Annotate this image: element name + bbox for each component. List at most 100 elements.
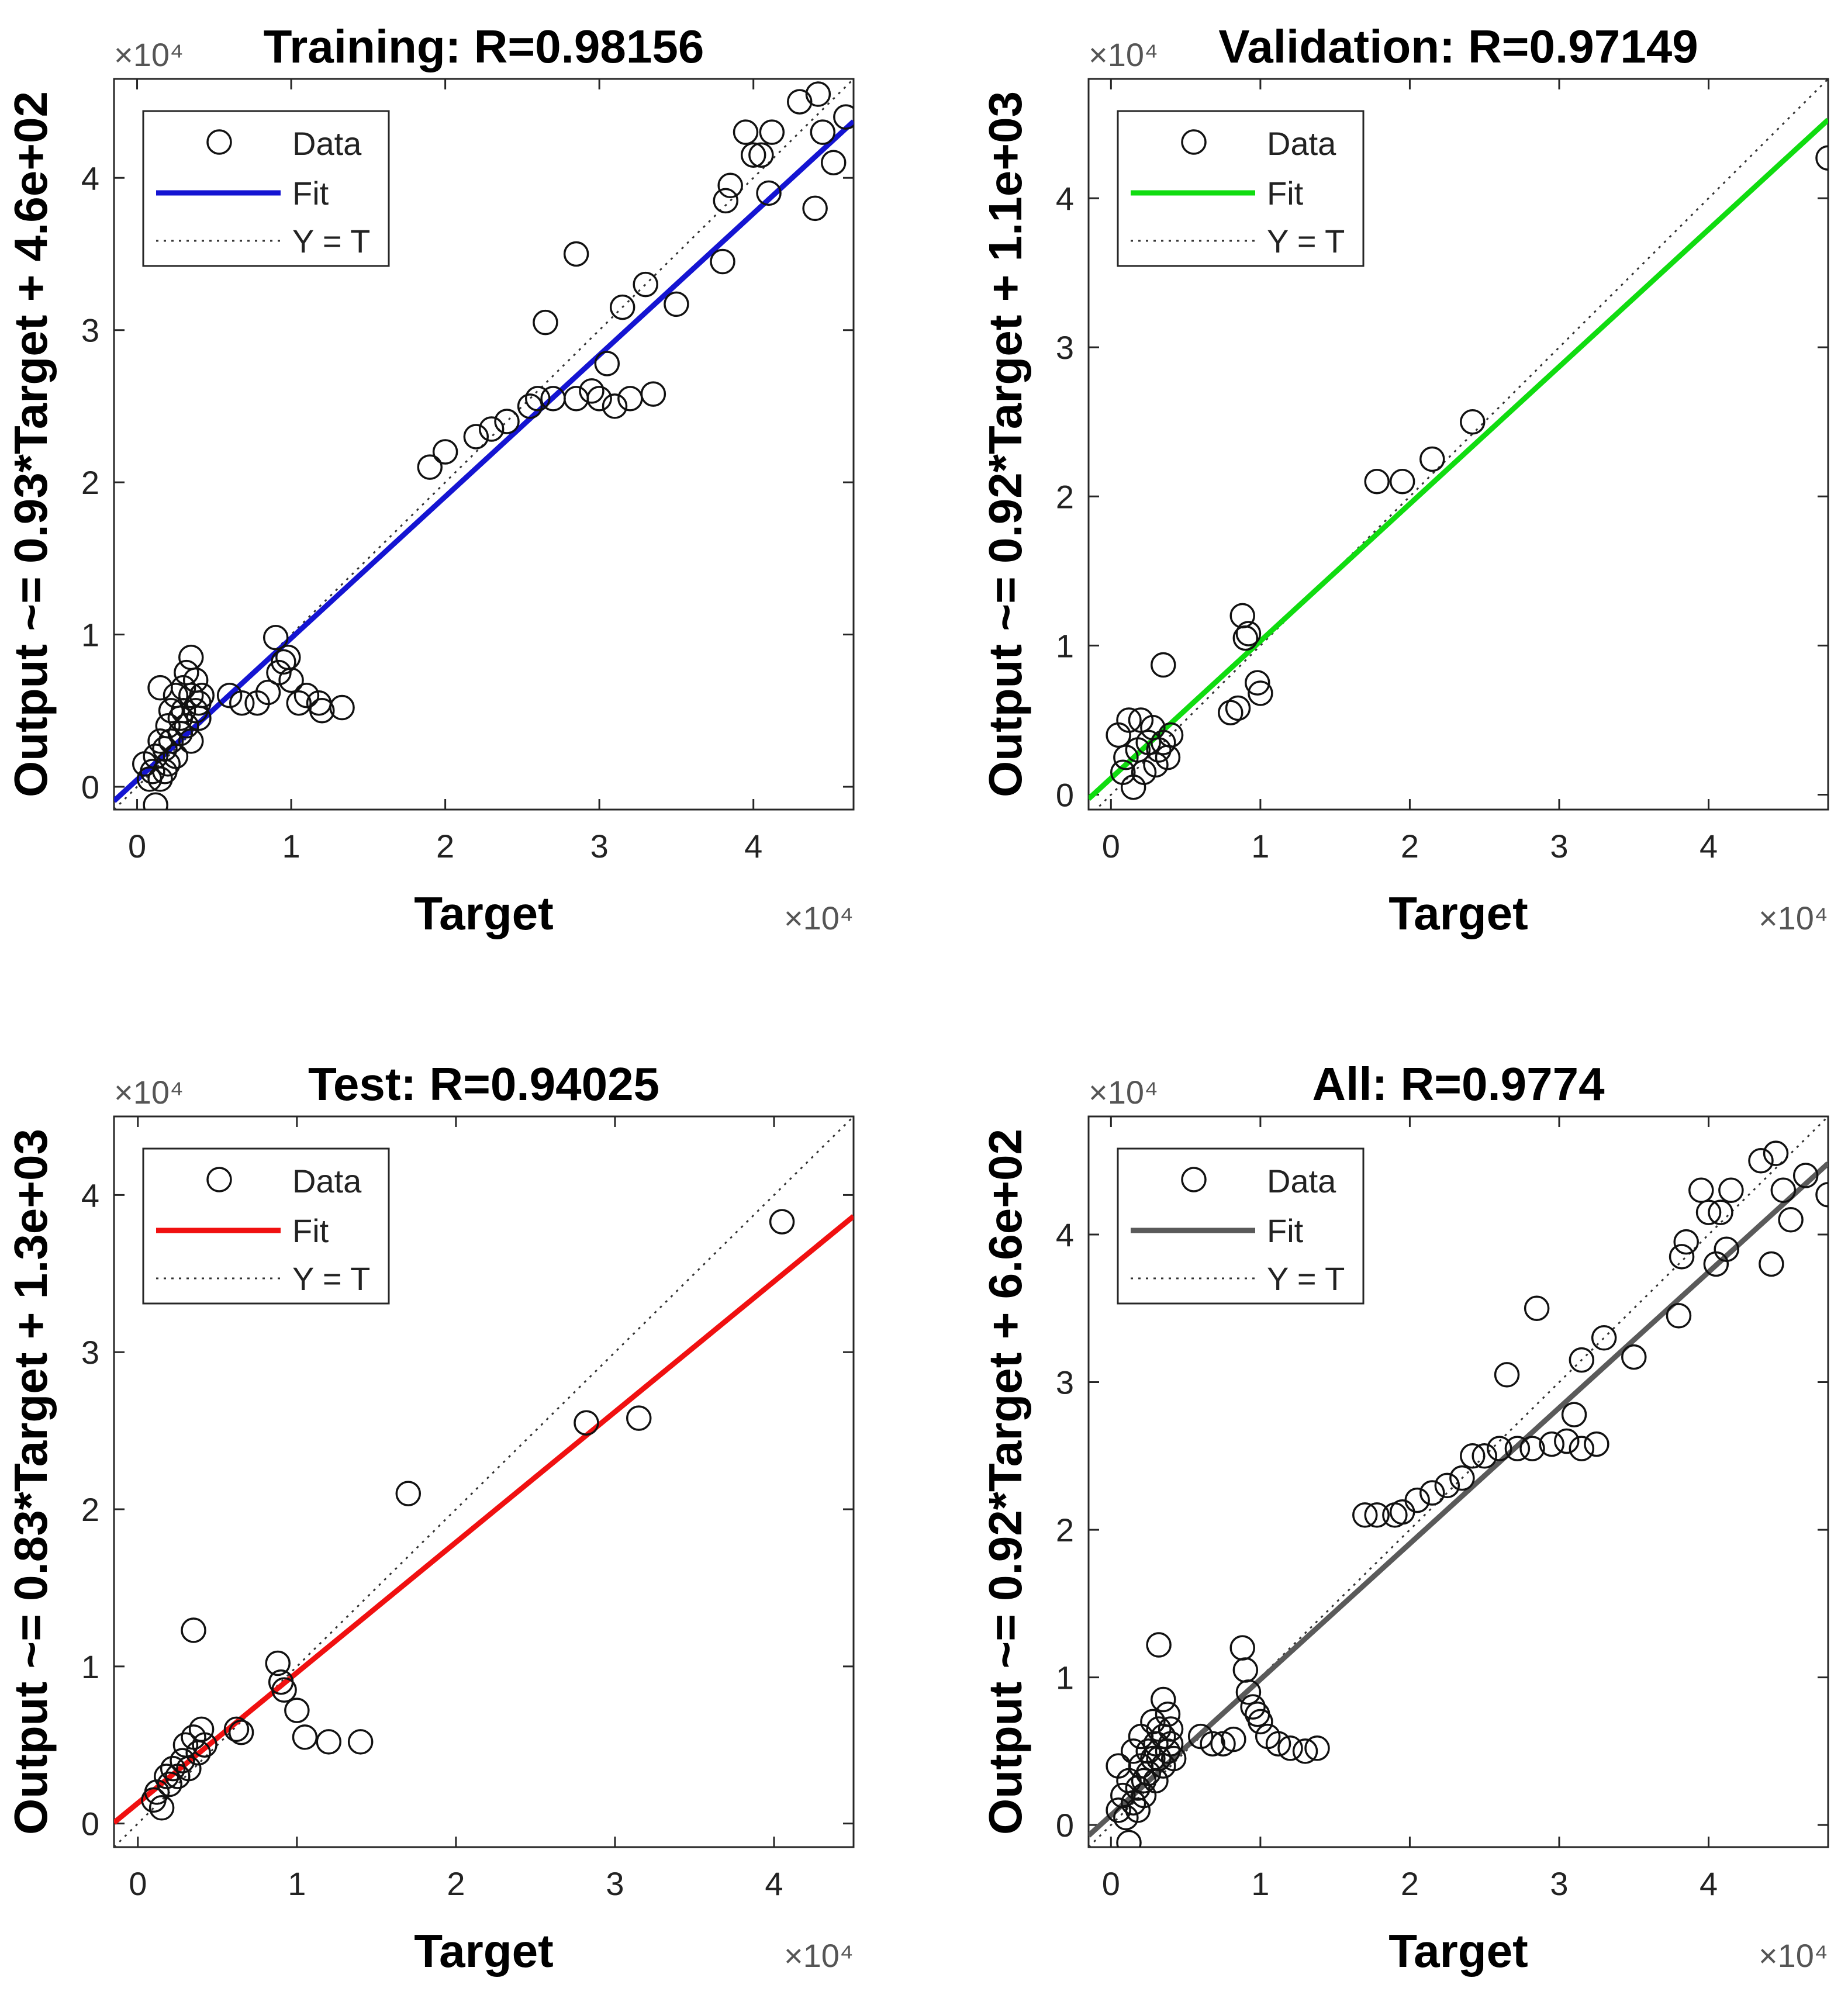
all-data-point: [1240, 1694, 1266, 1720]
test-legend: Data Fit Y = T: [142, 1147, 390, 1305]
all-data-point: [1125, 1797, 1151, 1823]
test-ytick-label: 1: [81, 1648, 99, 1685]
training-data-point: [293, 682, 320, 708]
test-data-point: [626, 1405, 652, 1431]
all-data-point: [1673, 1229, 1699, 1255]
validation-xtick-label: 3: [1550, 828, 1568, 865]
validation-data-point: [1364, 469, 1390, 495]
validation-ytick-label: 4: [1056, 180, 1074, 217]
all-legend-label: Fit: [1267, 1212, 1304, 1249]
validation-legend: Data Fit Y = T: [1117, 110, 1365, 267]
training-data-point: [147, 675, 173, 701]
test-data-point: [228, 1720, 254, 1745]
training-data-point: [805, 81, 831, 107]
training-data-point: [802, 195, 828, 222]
training-data-point: [140, 759, 165, 784]
training-xtick-label: 3: [590, 828, 609, 865]
test-xtick-label: 3: [606, 1865, 624, 1902]
training-data-point: [756, 180, 782, 206]
training-data-point: [309, 697, 335, 724]
test-plot-area: [114, 1116, 854, 1847]
all-data-point: [1116, 1830, 1142, 1847]
training-legend-box: [142, 110, 390, 267]
all-data-point: [1621, 1344, 1647, 1370]
test-data-point: [223, 1716, 250, 1742]
all-data-point: [1748, 1148, 1774, 1174]
training-data-point: [158, 728, 184, 754]
test-data-point: [160, 1755, 186, 1782]
test-legend-label: Data: [292, 1163, 362, 1199]
test-ytick-label: 3: [81, 1334, 99, 1371]
test-data-point: [316, 1729, 342, 1755]
all-data-point: [1221, 1726, 1246, 1752]
training-legend-label: Fit: [292, 175, 329, 212]
training-data-point: [713, 188, 739, 214]
all-data-point: [1200, 1731, 1225, 1757]
test-data-point: [176, 1755, 202, 1782]
validation-data-point: [1235, 621, 1262, 646]
all-data-point: [1364, 1502, 1390, 1528]
all-data-point: [1666, 1303, 1692, 1329]
all-legend-label: Y = T: [1267, 1260, 1345, 1297]
all-xtick-label: 1: [1251, 1865, 1269, 1902]
validation-y-multiplier: ×10⁴: [1089, 36, 1158, 73]
training-data-point: [579, 378, 605, 404]
validation-legend-label: Data: [1267, 125, 1336, 162]
all-data-point: [1792, 1163, 1819, 1188]
all-data-point: [1131, 1768, 1157, 1794]
test-legend-label: Fit: [292, 1212, 329, 1249]
test-xlabel: Target: [414, 1925, 554, 1977]
all-data-point: [1155, 1701, 1181, 1727]
all-data-point: [1770, 1177, 1797, 1204]
training-data-point: [810, 119, 836, 145]
all-data-point: [1778, 1207, 1804, 1233]
test-title: Test: R=0.94025: [308, 1058, 659, 1110]
training-ytick-label: 3: [81, 312, 99, 349]
all-legend-label: Data: [1267, 1163, 1336, 1199]
all-data-point: [1352, 1502, 1378, 1528]
all-xtick-label: 0: [1102, 1865, 1120, 1902]
all-data-point: [1235, 1679, 1262, 1705]
all-x-multiplier: ×10⁴: [1759, 1937, 1828, 1974]
training-data-point: [787, 89, 813, 115]
training-data-point: [286, 690, 312, 716]
validation-legend-data-marker: [1181, 129, 1207, 155]
validation-legend-label: Fit: [1267, 175, 1304, 212]
training-data-point: [733, 119, 759, 145]
training-plot-area: [114, 79, 854, 810]
validation-data-point: [1245, 670, 1270, 696]
training-data-point: [478, 416, 505, 442]
training-data-point: [170, 697, 196, 724]
test-ytick-label: 2: [81, 1491, 99, 1528]
training-data-point: [143, 792, 168, 810]
training-data-point: [664, 291, 689, 317]
all-data-point: [1561, 1402, 1587, 1427]
validation-data-point: [1232, 625, 1259, 651]
training-data-point: [517, 393, 543, 419]
validation-xtick-label: 0: [1102, 828, 1120, 865]
test-data-point: [347, 1729, 374, 1755]
training-x-multiplier: ×10⁴: [784, 900, 854, 936]
all-data-point: [1708, 1199, 1733, 1225]
test-data-point: [192, 1732, 217, 1758]
all-data-point: [1504, 1436, 1531, 1461]
test-data-point: [170, 1748, 195, 1773]
validation-ytick-label: 2: [1056, 478, 1074, 515]
test-data-point: [144, 1779, 170, 1805]
validation-data-point: [1248, 680, 1273, 706]
all-data-point: [1472, 1443, 1497, 1469]
training-data-point: [255, 679, 281, 706]
test-legend-label: Y = T: [292, 1260, 370, 1297]
test-xtick-label: 4: [765, 1865, 783, 1902]
all-data-point: [1591, 1325, 1617, 1351]
training-chart: 0 1 2 3 4 0 1 2 3 4 ×10⁴ ×10⁴ Training: R=0.98156 Tar…: [5, 20, 855, 939]
test-identity-line: [114, 1116, 854, 1847]
training-ytick-label: 1: [81, 617, 99, 654]
training-data-point: [189, 682, 215, 708]
all-ytick-label: 1: [1056, 1659, 1074, 1696]
validation-data-point: [1225, 695, 1251, 721]
all-data-point: [1106, 1797, 1131, 1823]
all-data-point: [1292, 1738, 1318, 1764]
all-data-point: [1265, 1731, 1291, 1757]
